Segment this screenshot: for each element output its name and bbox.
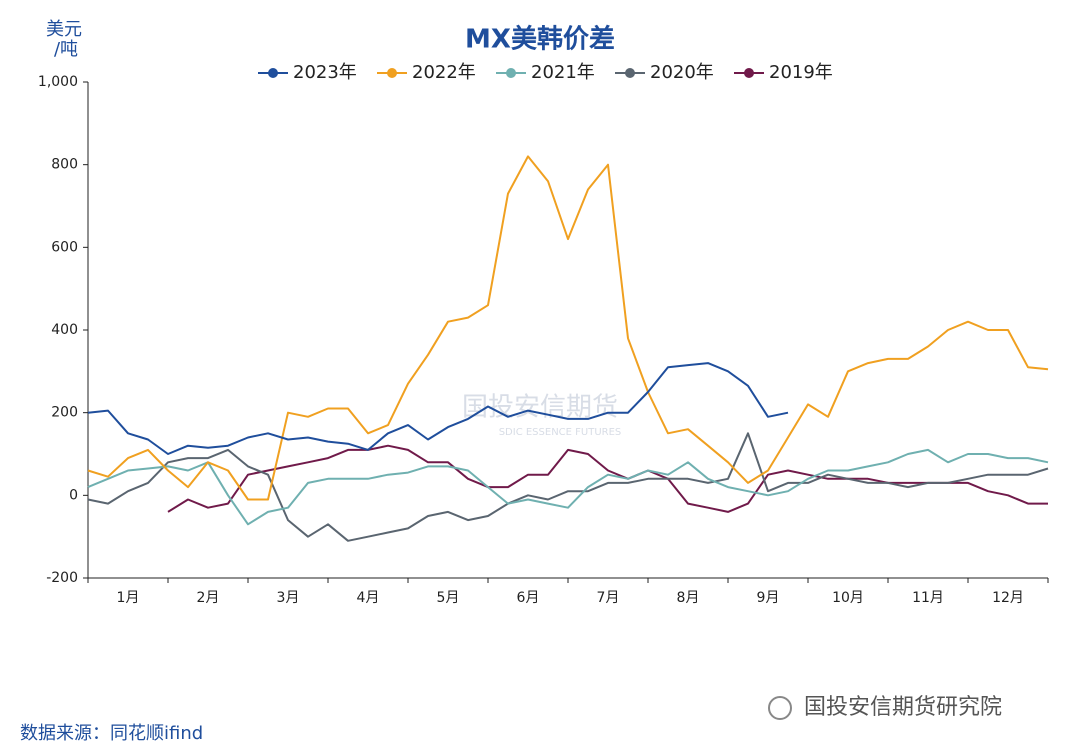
x-tick-label: 5月 (437, 590, 460, 606)
y-tick-label: 600 (51, 239, 78, 255)
y-tick-label: 0 (69, 487, 78, 503)
legend-marker (744, 68, 754, 78)
x-tick-label: 2月 (197, 590, 220, 606)
series-line (87, 155, 1049, 501)
source: 数据来源：同花顺ifind (20, 723, 203, 744)
x-tick-label: 12月 (992, 590, 1024, 606)
chart-title: MX美韩价差 (465, 24, 615, 55)
x-tick-label: 10月 (832, 590, 864, 606)
legend-marker (625, 68, 635, 78)
x-tick-label: 1月 (117, 590, 140, 606)
series-line (87, 448, 1049, 526)
brand-icon (768, 696, 792, 720)
y-tick-label: 400 (51, 322, 78, 338)
series-line (87, 362, 789, 455)
x-tick-label: 3月 (277, 590, 300, 606)
y-tick-label: 200 (51, 405, 78, 421)
x-tick-label: 9月 (757, 590, 780, 606)
y-tick-label: -200 (46, 570, 78, 586)
x-tick-label: 6月 (517, 590, 540, 606)
legend-label: 2021年 (531, 62, 595, 83)
legend-label: 2023年 (293, 62, 357, 83)
x-tick-label: 8月 (677, 590, 700, 606)
y-tick-label: 800 (51, 157, 78, 173)
legend-marker (506, 68, 516, 78)
y-unit: 美元 (46, 19, 82, 40)
y-unit: /吨 (54, 39, 78, 60)
x-tick-label: 11月 (912, 590, 944, 606)
series-line (87, 432, 1049, 542)
legend-label: 2022年 (412, 62, 476, 83)
legend-marker (387, 68, 397, 78)
x-tick-label: 4月 (357, 590, 380, 606)
y-tick-label: 1,000 (38, 74, 78, 90)
x-tick-label: 7月 (597, 590, 620, 606)
legend-label: 2020年 (650, 62, 714, 83)
legend-marker (268, 68, 278, 78)
watermark-en: SDIC ESSENCE FUTURES (499, 427, 622, 438)
brand: 国投安信期货研究院 (804, 695, 1002, 720)
legend-label: 2019年 (769, 62, 833, 83)
series-line (167, 444, 1048, 513)
